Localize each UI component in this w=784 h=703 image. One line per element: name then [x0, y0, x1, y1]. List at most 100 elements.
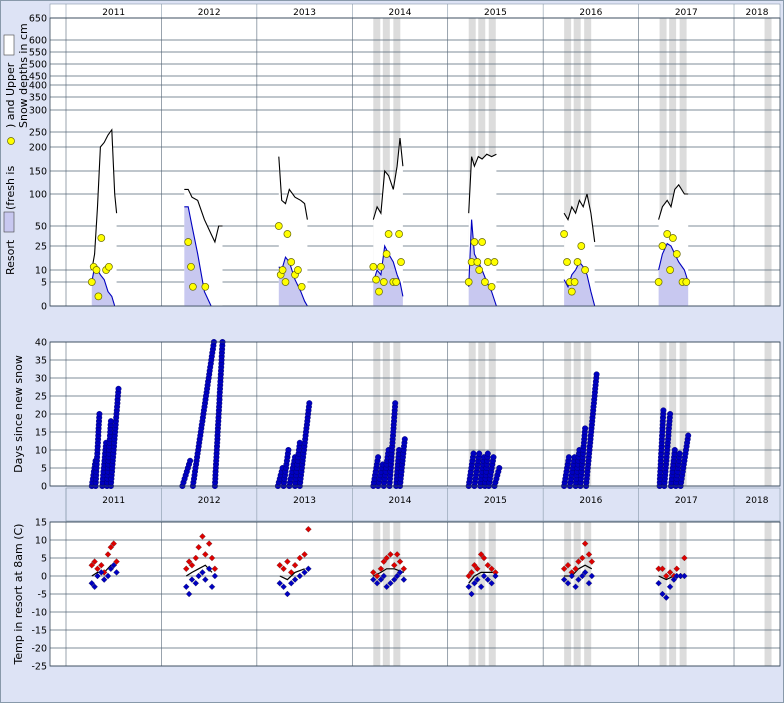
snow-frame — [49, 17, 781, 307]
temp-max-point — [575, 558, 582, 565]
temp-max-point — [296, 554, 304, 562]
temp-max-point — [581, 540, 589, 547]
fresh-snow-point — [666, 266, 674, 274]
temp-tick-label: -25 — [31, 662, 47, 673]
fresh-snow-point — [375, 287, 383, 296]
temp-min-point — [280, 583, 287, 591]
temp-max-point — [110, 540, 117, 547]
fresh-snow-point — [379, 278, 388, 286]
fresh-snow-point — [187, 262, 195, 271]
temp-max-point — [208, 554, 216, 562]
fresh-snow-point — [567, 287, 576, 296]
temp-max-point — [276, 561, 283, 569]
temp-max-point — [113, 558, 120, 565]
temp-max-point — [659, 565, 666, 573]
temp-min-point — [188, 576, 196, 583]
fresh-snow-point — [563, 258, 571, 266]
snow-tick-label: 25 — [35, 242, 47, 253]
snow-tick-label: 300 — [29, 106, 47, 117]
fresh-snow-point — [369, 262, 378, 271]
temp-min-point — [468, 590, 475, 598]
temp-min-point — [276, 579, 283, 587]
fresh-snow-point — [201, 282, 210, 291]
fresh-snow-point — [97, 234, 106, 242]
year-label-mid: 2012 — [198, 496, 221, 506]
year-label-top: 2017 — [675, 8, 698, 18]
days-point — [375, 454, 382, 461]
temp-mean-line — [279, 568, 305, 581]
snow-tick-label: 350 — [29, 93, 47, 104]
temp-max-point — [91, 558, 98, 565]
temp-min-point — [94, 572, 101, 580]
upper-legend-swatch — [3, 34, 15, 56]
days-tick-label: 0 — [41, 482, 47, 493]
fresh-snow-point — [478, 238, 486, 246]
days-point — [484, 450, 491, 457]
temp-max-point — [471, 561, 478, 569]
temp-min-point — [666, 583, 674, 591]
snow-tick-label: 150 — [29, 167, 47, 178]
days-point — [392, 400, 399, 407]
fresh-snow-point — [654, 278, 663, 286]
days-point — [96, 411, 103, 418]
days-tick-label: 30 — [35, 374, 47, 385]
temp-max-point — [387, 551, 394, 558]
temp-min-point — [211, 572, 219, 580]
temp-max-point — [391, 561, 398, 569]
temp-max-point — [468, 569, 475, 576]
year-label-top: 2013 — [293, 8, 316, 18]
fresh-snow-point — [392, 278, 401, 286]
grey-band — [373, 18, 381, 306]
grey-band — [659, 18, 667, 306]
year-label-mid: 2018 — [746, 496, 769, 506]
days-point — [187, 457, 194, 464]
year-label-top: 2014 — [389, 8, 412, 18]
temp-min-point — [370, 576, 377, 583]
temp-max-point — [284, 558, 291, 565]
temp-min-point — [670, 576, 678, 583]
temp-tick-label: -20 — [31, 644, 47, 655]
year-label-mid: 2014 — [389, 496, 412, 506]
fresh-legend-marker — [7, 137, 15, 145]
temp-max-point — [185, 558, 193, 565]
temp-min-point — [681, 572, 688, 580]
fresh-snow-point — [658, 242, 667, 250]
temp-min-point — [488, 579, 495, 587]
resort-line — [184, 206, 212, 307]
resort-area — [468, 219, 497, 306]
temp-max-point — [564, 561, 572, 569]
temp-max-point — [192, 554, 199, 562]
temp-max-point — [488, 565, 495, 573]
temp-max-point — [663, 572, 670, 580]
temp-max-point — [188, 561, 196, 569]
temp-max-point — [373, 572, 381, 580]
grey-band — [382, 18, 390, 306]
temp-min-point — [205, 565, 213, 573]
temp-min-point — [659, 590, 666, 598]
temp-min-point — [305, 565, 312, 573]
days-ylabel: Days since new snow — [12, 355, 25, 473]
temp-max-point — [393, 551, 401, 558]
temp-min-point — [383, 583, 390, 591]
days-tick-label: 15 — [35, 428, 47, 439]
year-label-mid: 2017 — [675, 496, 698, 506]
fresh-snow-point — [672, 250, 681, 258]
temp-max-point — [305, 525, 312, 533]
temp-min-point — [104, 572, 112, 580]
temp-min-point — [113, 569, 120, 576]
temp-max-point — [202, 551, 209, 558]
snow-tick-label: 10 — [35, 266, 47, 277]
year-label-top: 2016 — [579, 8, 602, 18]
fresh-snow-point — [573, 258, 582, 266]
year-label-mid: 2011 — [102, 496, 125, 506]
temp-max-point — [396, 558, 404, 565]
snow-tick-label: 500 — [29, 60, 47, 71]
upper-line — [91, 128, 118, 271]
temp-max-point — [480, 554, 488, 562]
fresh-snow-point — [283, 230, 292, 238]
upper-line — [184, 188, 223, 244]
days-point — [490, 454, 497, 461]
days-point — [565, 454, 572, 461]
fresh-snow-point — [483, 258, 492, 266]
